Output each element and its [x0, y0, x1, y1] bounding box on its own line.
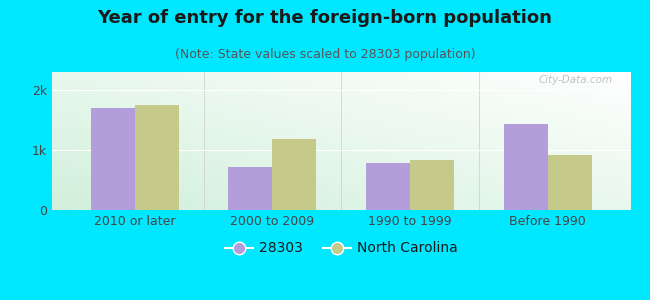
Bar	[228, 167, 272, 210]
Text: City-Data.com: City-Data.com	[539, 75, 613, 85]
Bar	[90, 108, 135, 210]
Bar	[272, 139, 317, 210]
Bar	[548, 155, 592, 210]
Bar	[366, 163, 410, 210]
Bar	[135, 105, 179, 210]
Legend: 28303, North Carolina: 28303, North Carolina	[220, 236, 463, 261]
Bar	[410, 160, 454, 210]
Text: Year of entry for the foreign-born population: Year of entry for the foreign-born popul…	[98, 9, 552, 27]
Bar	[504, 124, 548, 210]
Text: (Note: State values scaled to 28303 population): (Note: State values scaled to 28303 popu…	[175, 48, 475, 61]
